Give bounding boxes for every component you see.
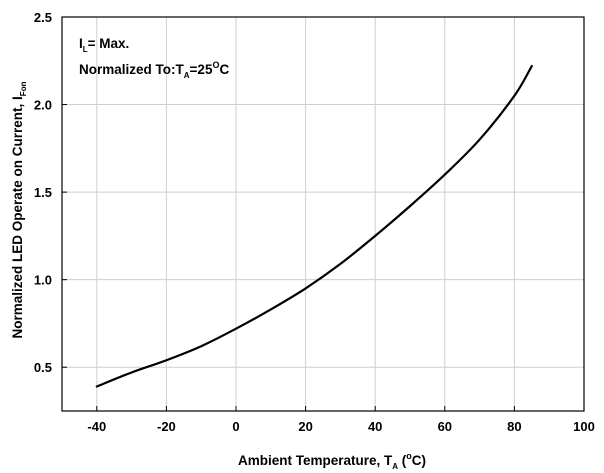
x-tick-label: 100 xyxy=(573,419,595,434)
x-tick-labels: -40 -20 0 20 40 60 80 100 xyxy=(87,419,594,434)
axis-ticks xyxy=(62,16,585,411)
x-tick-label: 60 xyxy=(438,419,452,434)
annotation-line-2: Normalized To:TA=25OC xyxy=(79,60,229,80)
y-tick-label: 1.5 xyxy=(34,185,52,200)
series-line xyxy=(95,64,533,388)
x-tick-label: 40 xyxy=(368,419,382,434)
y-tick-label: 0.5 xyxy=(34,360,52,375)
y-tick-label: 2.0 xyxy=(34,98,52,113)
y-tick-labels: 0.5 1.0 1.5 2.0 2.5 xyxy=(34,10,52,375)
x-tick-label: 80 xyxy=(507,419,521,434)
x-axis-label: Ambient Temperature, TA (oC) xyxy=(238,451,426,471)
x-tick-label: 0 xyxy=(232,419,239,434)
y-axis-label: Normalized LED Operate on Current, IFon xyxy=(10,81,28,338)
annotation-line-1: IL= Max. xyxy=(79,36,129,54)
y-tick-label: 1.0 xyxy=(34,273,52,288)
x-tick-label: 20 xyxy=(298,419,312,434)
x-tick-label: -40 xyxy=(87,419,106,434)
y-tick-label: 2.5 xyxy=(34,10,52,25)
x-tick-label: -20 xyxy=(157,419,176,434)
plot-frame xyxy=(61,16,585,412)
